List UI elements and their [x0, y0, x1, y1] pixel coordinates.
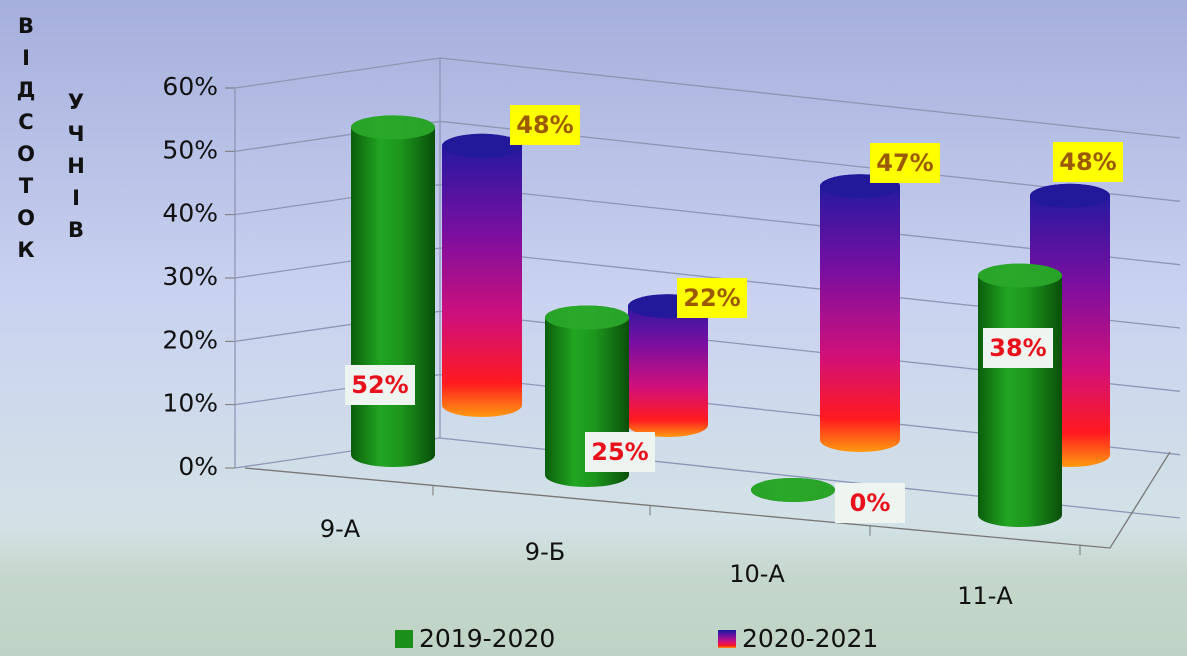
value-label-bg — [983, 328, 1053, 368]
x-tick-label: 11-А — [957, 582, 1013, 610]
value-label: 48% — [1059, 148, 1116, 176]
x-tick-label: 9-Б — [525, 538, 565, 566]
value-label: 22% — [683, 284, 740, 312]
cylinder — [442, 133, 522, 418]
y-tick-label: 0% — [178, 452, 218, 481]
value-label-bg — [677, 278, 747, 318]
value-label-bg — [585, 432, 655, 472]
cylinder-top — [751, 478, 835, 502]
y-tick-label: 10% — [162, 389, 218, 418]
y-axis-label: УЧНІВ — [64, 90, 88, 250]
value-label-bg — [870, 143, 940, 183]
x-tick-label: 9-А — [320, 515, 361, 543]
value-label: 52% — [351, 371, 408, 399]
value-label-bg — [1053, 142, 1123, 182]
y-tick-label: 20% — [162, 325, 218, 354]
value-label: 47% — [876, 149, 933, 177]
cylinder-top — [978, 263, 1062, 288]
cylinder — [351, 115, 435, 468]
legend-label: 2019-2020 — [419, 624, 555, 653]
y-tick-label: 30% — [162, 262, 218, 291]
cylinder-top — [545, 305, 629, 330]
y-tick-label: 40% — [162, 199, 218, 228]
legend-swatch — [718, 630, 736, 648]
x-tick-label: 10-А — [729, 560, 785, 588]
cylinder-top — [1030, 183, 1110, 208]
cylinder — [628, 294, 708, 437]
y-axis-label: ВІДСОТОК — [14, 14, 38, 270]
value-label: 0% — [850, 489, 891, 517]
legend-swatch — [395, 630, 413, 648]
cylinder — [978, 263, 1062, 527]
value-label-bg — [510, 105, 580, 145]
value-label: 25% — [591, 438, 648, 466]
y-tick-label: 60% — [162, 72, 218, 101]
floor-edge — [244, 451, 1171, 549]
cylinder — [820, 174, 900, 452]
value-label: 48% — [516, 111, 573, 139]
value-label: 38% — [989, 334, 1046, 362]
cylinder-top — [351, 115, 435, 140]
cylinder-top — [442, 133, 522, 158]
legend-label: 2020-2021 — [742, 624, 878, 653]
y-tick-label: 50% — [162, 135, 218, 164]
value-label-bg — [345, 365, 415, 405]
value-label-bg — [835, 483, 905, 523]
